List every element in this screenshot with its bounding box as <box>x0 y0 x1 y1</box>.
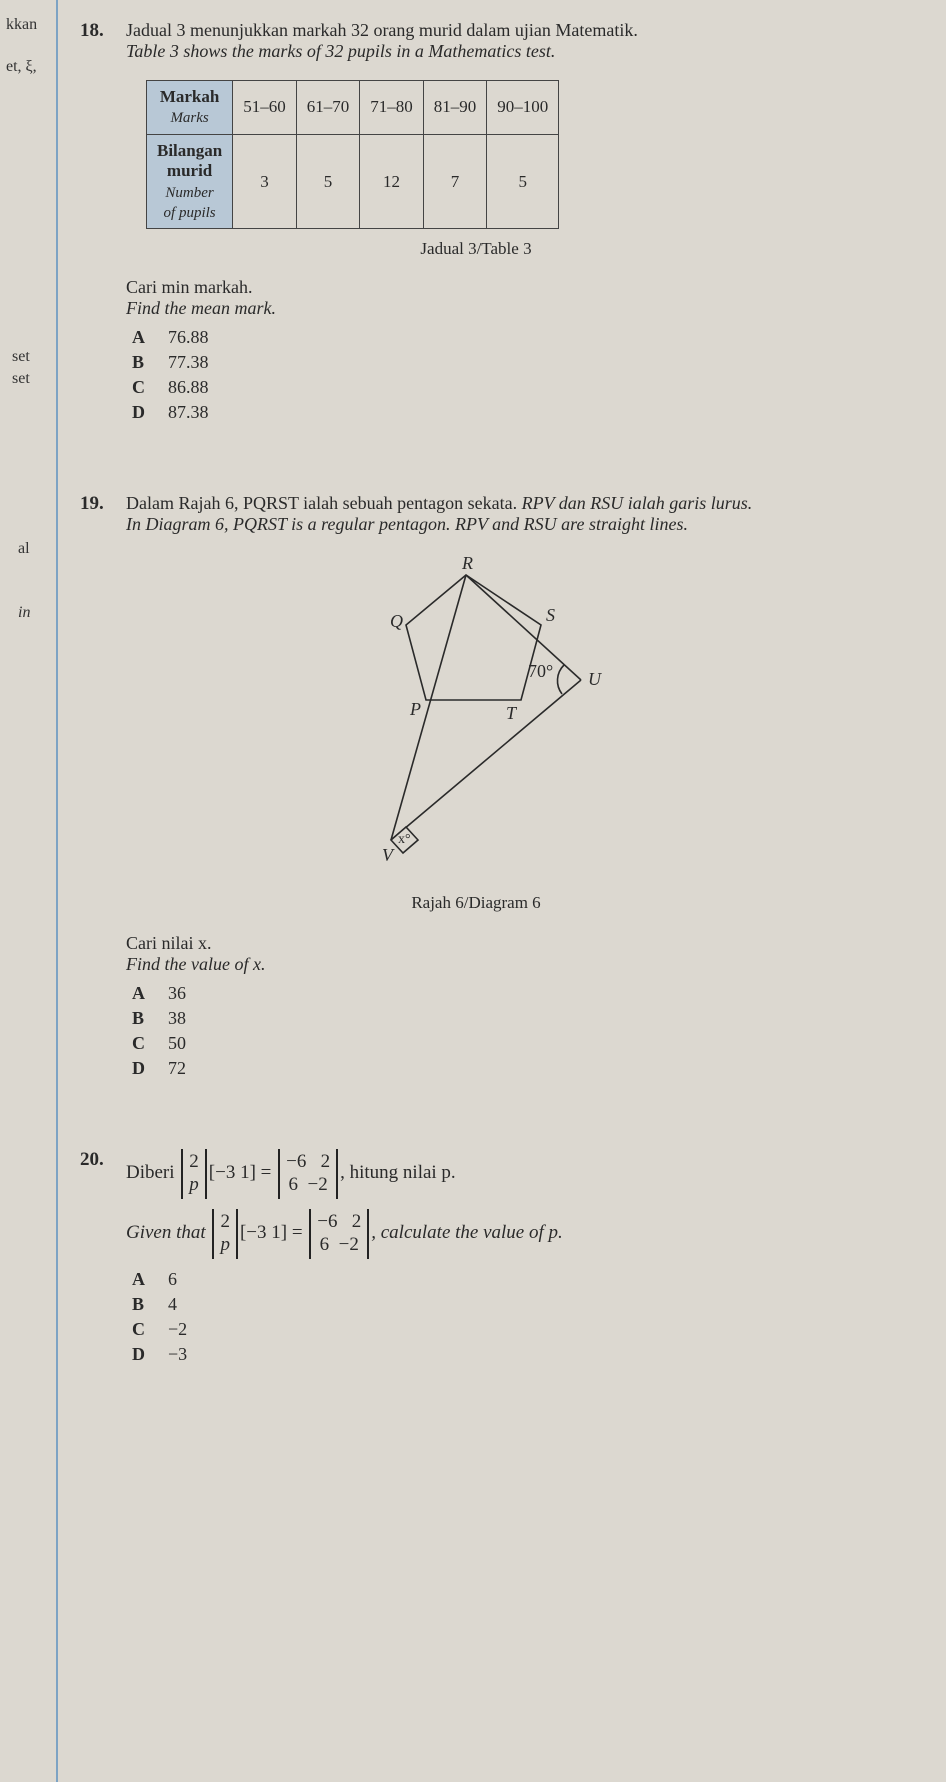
margin-kkan: kkan <box>6 16 37 34</box>
t-row1-label: Markah <box>160 87 220 106</box>
q20-number: 20. <box>80 1149 104 1171</box>
q18-number: 18. <box>80 20 104 42</box>
q19-D: 72 <box>168 1058 186 1079</box>
t-row2-l2: murid <box>167 161 212 180</box>
lbl-V: V <box>382 845 395 865</box>
t-val-2: 12 <box>360 134 424 229</box>
q18-C: 86.88 <box>168 377 209 398</box>
lbl-R: R <box>461 555 473 573</box>
t-val-4: 5 <box>487 134 559 229</box>
q20-D: −3 <box>168 1344 187 1365</box>
t-row1-sub: Marks <box>170 110 208 126</box>
t-val-1: 5 <box>296 134 360 229</box>
t-col-4: 90–100 <box>487 81 559 135</box>
q20-eq-en: Given that 2p[−3 1] = −6 26 −2, calculat… <box>126 1209 826 1259</box>
t-row2-l1: Bilangan <box>157 141 222 160</box>
q18-choices: A76.88 B77.38 C86.88 D87.38 <box>132 327 826 423</box>
q20-eq-my: Diberi 2p[−3 1] = −6 26 −2, hitung nilai… <box>126 1149 826 1199</box>
q20-C: −2 <box>168 1319 187 1340</box>
q19-choices: A36 B38 C50 D72 <box>132 983 826 1079</box>
q19-B: 38 <box>168 1008 186 1029</box>
t-col-2: 71–80 <box>360 81 424 135</box>
lbl-P: P <box>409 699 421 719</box>
t-col-1: 61–70 <box>296 81 360 135</box>
t-row2-s1: Number <box>165 185 213 201</box>
q20-B: 4 <box>168 1294 177 1315</box>
question-18: 18. Jadual 3 menunjukkan markah 32 orang… <box>90 20 826 423</box>
lbl-Q: Q <box>390 611 403 631</box>
q19-A: 36 <box>168 983 186 1004</box>
q18-A: 76.88 <box>168 327 209 348</box>
q18-text-en: Table 3 shows the marks of 32 pupils in … <box>126 41 826 62</box>
q19-en: In Diagram 6, PQRST is a regular pentago… <box>126 514 826 535</box>
q18-caption: Jadual 3/Table 3 <box>126 239 826 259</box>
q19-C: 50 <box>168 1033 186 1054</box>
angle-V: x° <box>398 832 411 847</box>
q19-my1: Dalam Rajah 6, PQRST ialah sebuah pentag… <box>126 493 826 514</box>
q18-ask-en: Find the mean mark. <box>126 298 826 319</box>
margin-in: in <box>18 604 30 622</box>
t-col-0: 51–60 <box>233 81 297 135</box>
question-20: 20. Diberi 2p[−3 1] = −6 26 −2, hitung n… <box>90 1149 826 1364</box>
lbl-T: T <box>506 703 518 723</box>
margin-al: al <box>18 540 30 558</box>
q19-number: 19. <box>80 493 104 515</box>
q18-ask-my: Cari min markah. <box>126 277 826 298</box>
q19-diagram: R Q S P T U V 70° x° Rajah 6/Diagram 6 <box>126 555 826 913</box>
t-row2-s2: of pupils <box>164 205 216 221</box>
q20-A: 6 <box>168 1269 177 1290</box>
left-rule <box>0 0 58 1782</box>
q19-ask-my: Cari nilai x. <box>126 933 826 954</box>
t-col-3: 81–90 <box>423 81 487 135</box>
t-val-3: 7 <box>423 134 487 229</box>
q18-B: 77.38 <box>168 352 209 373</box>
lbl-S: S <box>546 605 555 625</box>
q18-text-my: Jadual 3 menunjukkan markah 32 orang mur… <box>126 20 826 41</box>
q19-ask-en: Find the value of x. <box>126 954 826 975</box>
q18-table: Markah Marks 51–60 61–70 71–80 81–90 90–… <box>146 80 826 229</box>
t-val-0: 3 <box>233 134 297 229</box>
q18-D: 87.38 <box>168 402 209 423</box>
q19-caption: Rajah 6/Diagram 6 <box>126 893 826 913</box>
question-19: 19. Dalam Rajah 6, PQRST ialah sebuah pe… <box>90 493 826 1079</box>
margin-set1: set <box>12 348 30 366</box>
margin-et: et, ξ, <box>6 58 37 76</box>
margin-set2: set <box>12 370 30 388</box>
q20-choices: A6 B4 C−2 D−3 <box>132 1269 826 1365</box>
lbl-U: U <box>588 669 602 689</box>
angle-U: 70° <box>528 661 553 681</box>
